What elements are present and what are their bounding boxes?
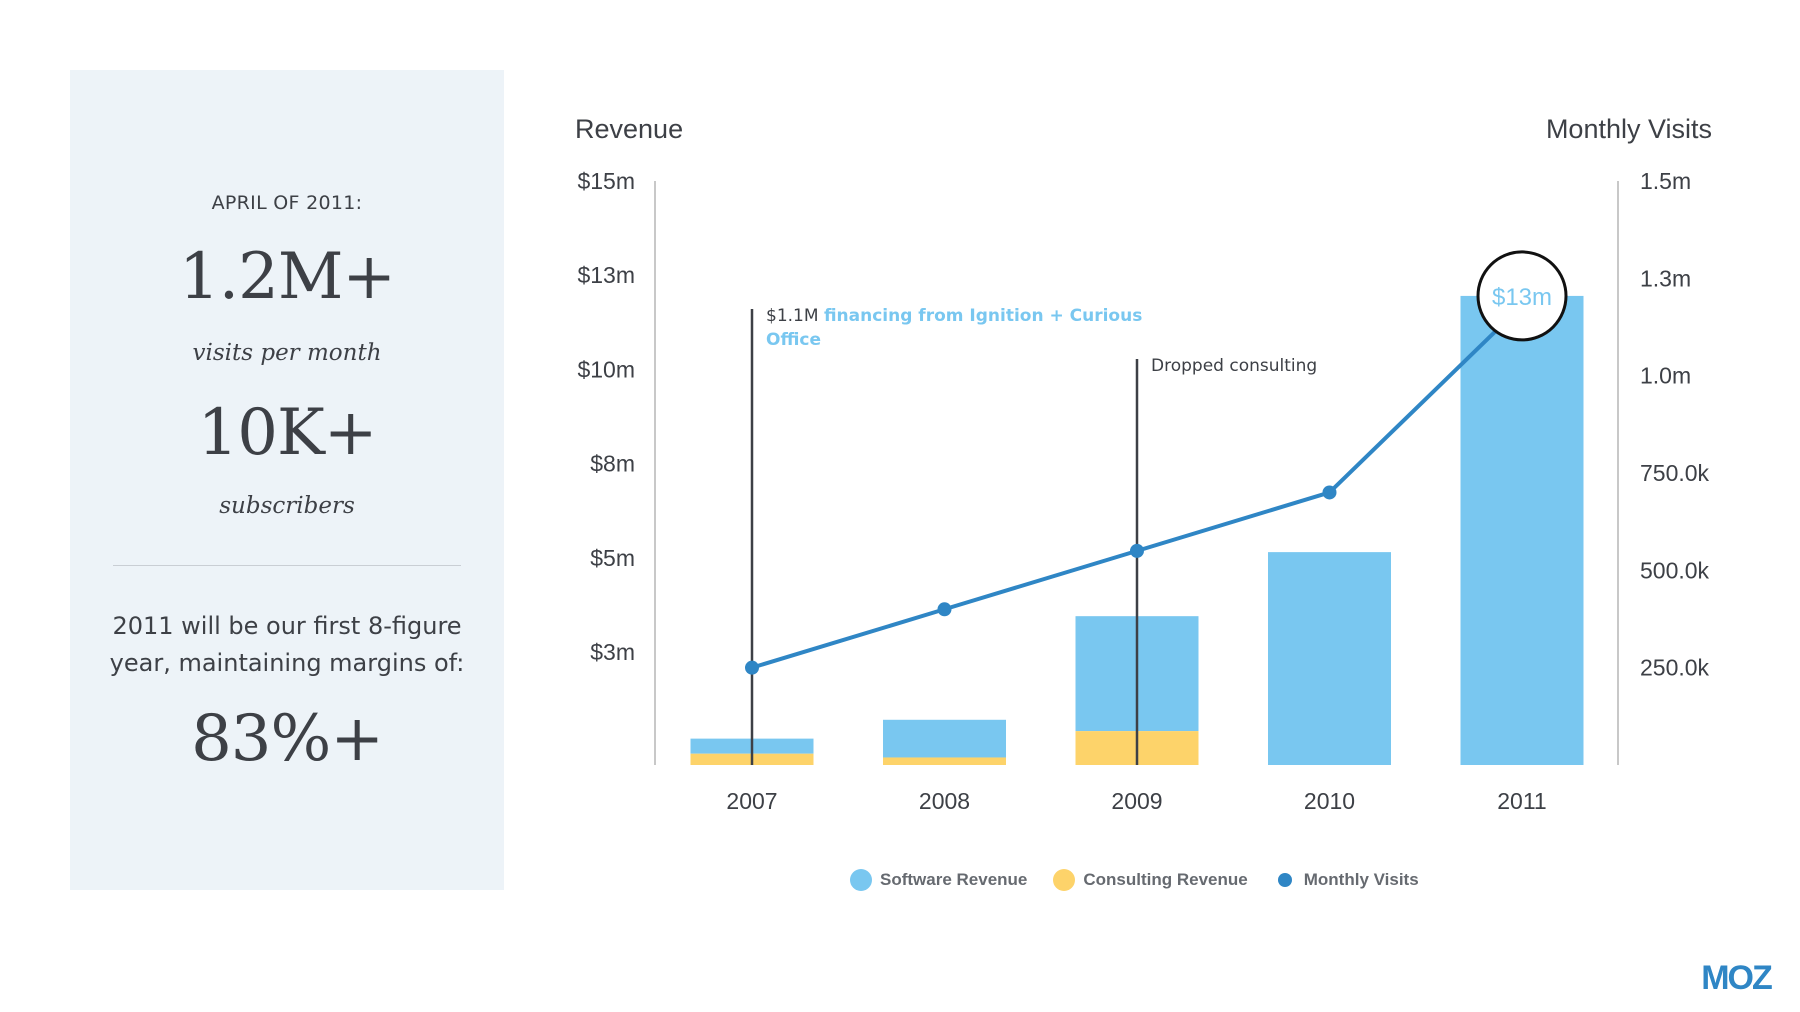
- margin-paragraph: 2011 will be our first 8-figure year, ma…: [109, 612, 465, 677]
- x-tick-label: 2010: [1304, 788, 1355, 814]
- legend-item-visits: Monthly Visits: [1274, 870, 1419, 890]
- legend-label-visits: Monthly Visits: [1303, 870, 1419, 889]
- right-axis-title: Monthly Visits: [1546, 114, 1712, 144]
- right-tick-label: 750.0k: [1640, 460, 1710, 486]
- x-tick-label: 2009: [1111, 788, 1162, 814]
- visits-caption: visits per month: [192, 340, 382, 366]
- legend-item-software: Software Revenue: [850, 869, 1027, 891]
- bar-software-2010: [1268, 552, 1391, 765]
- moz-logo: MOZ: [1701, 960, 1774, 992]
- subscribers-value: 10K+: [197, 396, 378, 470]
- annotation-text-2009: Dropped consulting: [1151, 356, 1317, 376]
- visits-point-2008: [937, 602, 952, 617]
- highlight-circle: [1476, 250, 1568, 342]
- bar-consulting-2008: [883, 757, 1006, 765]
- subscribers-caption: subscribers: [219, 493, 355, 519]
- right-tick-label: 1.3m: [1640, 265, 1691, 291]
- annotation-text-2007: $1.1M financing from Ignition + Curious: [766, 306, 1142, 326]
- margin-value: 83%+: [191, 702, 384, 776]
- left-tick-label: $15m: [577, 168, 635, 194]
- right-tick-label: 1.0m: [1640, 363, 1691, 389]
- legend-label-software: Software Revenue: [880, 870, 1028, 889]
- bar-software-2011: [1460, 295, 1584, 765]
- visits-point-2007: [745, 660, 759, 675]
- bar-software-2008: [883, 719, 1006, 758]
- highlight-label: $13m: [1492, 284, 1552, 311]
- right-tick-label: 1.5m: [1640, 168, 1691, 194]
- x-tick-label: 2011: [1497, 788, 1546, 814]
- visits-point-2009: [1130, 543, 1144, 558]
- visits-point-2010: [1322, 485, 1337, 500]
- panel-divider: [113, 565, 461, 566]
- left-tick-label: $8m: [590, 451, 635, 477]
- legend-swatch-software: [850, 869, 872, 891]
- left-tick-label: $3m: [590, 639, 635, 665]
- right-tick-label: 250.0k: [1640, 655, 1710, 681]
- date-label: APRIL OF 2011:: [211, 192, 363, 214]
- moz-logo-text: MOZ: [1701, 960, 1772, 992]
- summary-panel: APRIL OF 2011: 1.2M+ visits per month 10…: [70, 70, 504, 890]
- annotation-text-line2: Office: [766, 330, 821, 350]
- visits-value: 1.2M+: [179, 240, 396, 314]
- left-tick-label: $10m: [577, 356, 635, 382]
- left-tick-label: $5m: [590, 545, 635, 571]
- chart-legend: Software Revenue Consulting Revenue Mont…: [850, 866, 1419, 894]
- annotation-highlight: financing from Ignition + Curious: [824, 306, 1142, 326]
- left-axis-title: Revenue: [575, 114, 683, 144]
- annotation-prefix: $1.1M: [766, 306, 824, 326]
- legend-label-consulting: Consulting Revenue: [1083, 870, 1248, 889]
- legend-swatch-visits: [1277, 873, 1292, 887]
- legend-item-consulting: Consulting Revenue: [1053, 869, 1248, 891]
- legend-swatch-consulting: [1053, 869, 1076, 891]
- x-tick-label: 2007: [726, 788, 777, 814]
- right-tick-label: 500.0k: [1640, 557, 1710, 583]
- left-tick-label: $13m: [577, 262, 635, 288]
- x-tick-label: 2008: [919, 788, 970, 814]
